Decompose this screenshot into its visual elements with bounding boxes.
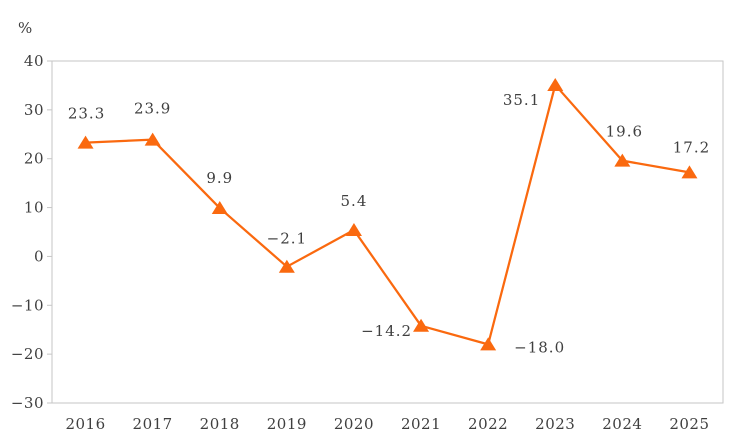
- data-point-marker: [480, 337, 497, 351]
- data-label: 23.9: [134, 100, 171, 118]
- data-label: 9.9: [206, 169, 233, 187]
- y-tick-label: −10: [11, 296, 44, 314]
- x-tick-label: 2020: [334, 415, 374, 433]
- y-tick-label: 0: [34, 247, 44, 265]
- y-axis-unit-label: %: [18, 19, 32, 37]
- y-tick-label: 10: [24, 199, 44, 217]
- x-tick-label: 2023: [535, 415, 575, 433]
- x-tick-label: 2024: [602, 415, 642, 433]
- data-point-marker: [681, 165, 698, 179]
- data-label: −2.1: [267, 230, 307, 248]
- data-label: −18.0: [514, 338, 565, 356]
- data-point-marker: [211, 201, 228, 215]
- data-point-marker: [547, 77, 564, 91]
- data-point-marker: [413, 318, 430, 332]
- data-label: 35.1: [503, 91, 540, 109]
- data-label: −14.2: [361, 322, 412, 340]
- data-label: 23.3: [68, 105, 105, 123]
- plot-frame: [51, 60, 724, 404]
- data-point-marker: [345, 223, 362, 237]
- data-label: 19.6: [606, 123, 643, 141]
- data-series: [77, 77, 698, 351]
- x-tick-label: 2021: [401, 415, 441, 433]
- x-tick-label: 2018: [200, 415, 240, 433]
- x-tick-label: 2016: [65, 415, 105, 433]
- x-tick-label: 2025: [669, 415, 709, 433]
- x-tick-label: 2022: [468, 415, 508, 433]
- plot-border: [51, 60, 724, 404]
- x-tick-label: 2019: [267, 415, 307, 433]
- x-tick-label: 2017: [133, 415, 173, 433]
- data-label: 17.2: [673, 138, 710, 156]
- data-point-marker: [278, 259, 295, 273]
- y-axis: 40 30 20 10 0 −10 −20 −30: [11, 52, 52, 412]
- y-tick-label: −30: [11, 394, 44, 412]
- data-point-marker: [614, 153, 631, 167]
- series-line: [85, 83, 690, 346]
- data-point-marker: [77, 135, 94, 149]
- x-axis: 2016 2017 2018 2019 2020 2021 2022 2023 2024 2025: [65, 415, 709, 433]
- data-labels: 23.3 23.9 9.9 −2.1 5.4 −14.2 −18.0 35.1 19.6 17.2: [68, 91, 710, 356]
- y-tick-label: 30: [24, 101, 44, 119]
- data-label: 5.4: [341, 192, 368, 210]
- y-tick-label: 20: [24, 150, 44, 168]
- data-point-marker: [144, 132, 161, 146]
- y-tick-label: 40: [24, 52, 44, 70]
- y-tick-label: −20: [11, 345, 44, 363]
